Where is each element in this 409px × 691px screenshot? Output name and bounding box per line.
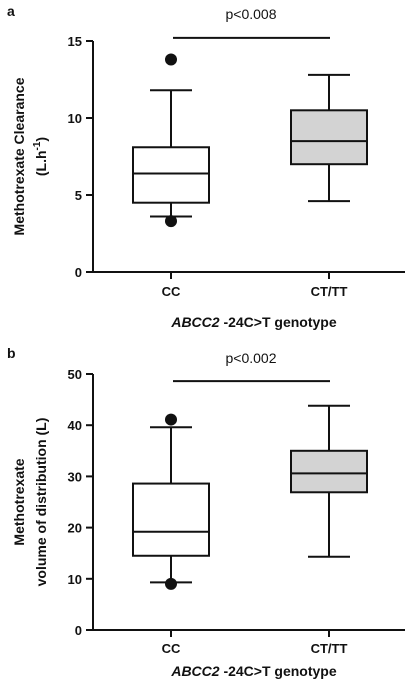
- panel-a-xlabel-italic: ABCC2: [170, 314, 219, 330]
- panel-a-xlabel: ABCC2 -24C>T genotype: [170, 314, 337, 330]
- panel-b-y-tick-label: 0: [75, 623, 82, 638]
- panel-a-significance-label: p<0.008: [226, 6, 277, 22]
- panel-a-box-cc-iqr-rect: [132, 146, 210, 204]
- panel-a-x-tick-label: CC: [162, 284, 181, 299]
- panel-a-x-tick-label: CT/TT: [311, 284, 348, 299]
- panel-b-box-cc-outlier-point: [165, 413, 177, 426]
- panel-a-y-tick-label: 10: [68, 111, 82, 126]
- panel-b-xlabel-rest: -24C>T genotype: [220, 663, 337, 679]
- panel-b-box-cc-iqr-rect: [132, 482, 210, 557]
- panel-b-box-cc-outlier-point: [165, 577, 177, 590]
- panel-b-y-tick-label: 20: [68, 521, 82, 536]
- panel-b-box-ct-tt-iqr-rect: [290, 449, 368, 494]
- panel-b-ylabel-line2: volume of distribution (L): [33, 418, 49, 587]
- panel-b-x-tick-label: CC: [162, 641, 181, 656]
- panel-a-box-ct-tt: [290, 73, 368, 203]
- panel-b-xlabel-italic: ABCC2: [170, 663, 219, 679]
- panel-a-ylabel-line2-base: (L.h: [33, 150, 49, 176]
- panel-b-y-tick-label: 50: [68, 367, 82, 382]
- panel-a-y-tick-label: 0: [75, 265, 82, 280]
- panel-a-box-cc-outlier-point: [165, 53, 177, 66]
- panel-b-y-tick-label: 10: [68, 572, 82, 587]
- panel-a-ylabel-line2-end: ): [33, 137, 49, 142]
- panel-b-box-cc: [132, 413, 210, 590]
- panel-b-x-tick-label: CT/TT: [311, 641, 348, 656]
- panel-a-box-ct-tt-iqr-rect: [290, 109, 368, 166]
- panel-b-y-tick-label: 40: [68, 418, 82, 433]
- panel-a-letter: a: [7, 3, 15, 19]
- panel-a-box-cc: [132, 53, 210, 228]
- panel-a-y-tick-label: 15: [68, 34, 82, 49]
- panel-a-box-cc-outlier-point: [165, 215, 177, 228]
- panel-b-y-tick-label: 30: [68, 469, 82, 484]
- panel-a-ylabel-line1: Methotrexate Clearance: [11, 77, 27, 235]
- panel-b-ylabel-line1: Methotrexate: [11, 458, 27, 545]
- panel-b-group: b 0 10 20 30 40 50 CC CT/TT Methotrexate volume of…: [7, 345, 405, 679]
- panel-a-group: a 0 5 10 15 CC CT/TT Methotrexate Clearance (L.h…: [7, 3, 405, 330]
- panel-b-box-ct-tt: [290, 404, 368, 558]
- panel-b-letter: b: [7, 345, 16, 361]
- panel-b-significance-label: p<0.002: [226, 350, 277, 366]
- panel-a-y-tick-label: 5: [75, 188, 82, 203]
- panel-a-xlabel-rest: -24C>T genotype: [220, 314, 337, 330]
- panel-a-ylabel-line2: (L.h-1): [32, 137, 49, 176]
- panel-a-ylabel-line2-sup: -1: [32, 141, 43, 150]
- panel-b-xlabel: ABCC2 -24C>T genotype: [170, 663, 337, 679]
